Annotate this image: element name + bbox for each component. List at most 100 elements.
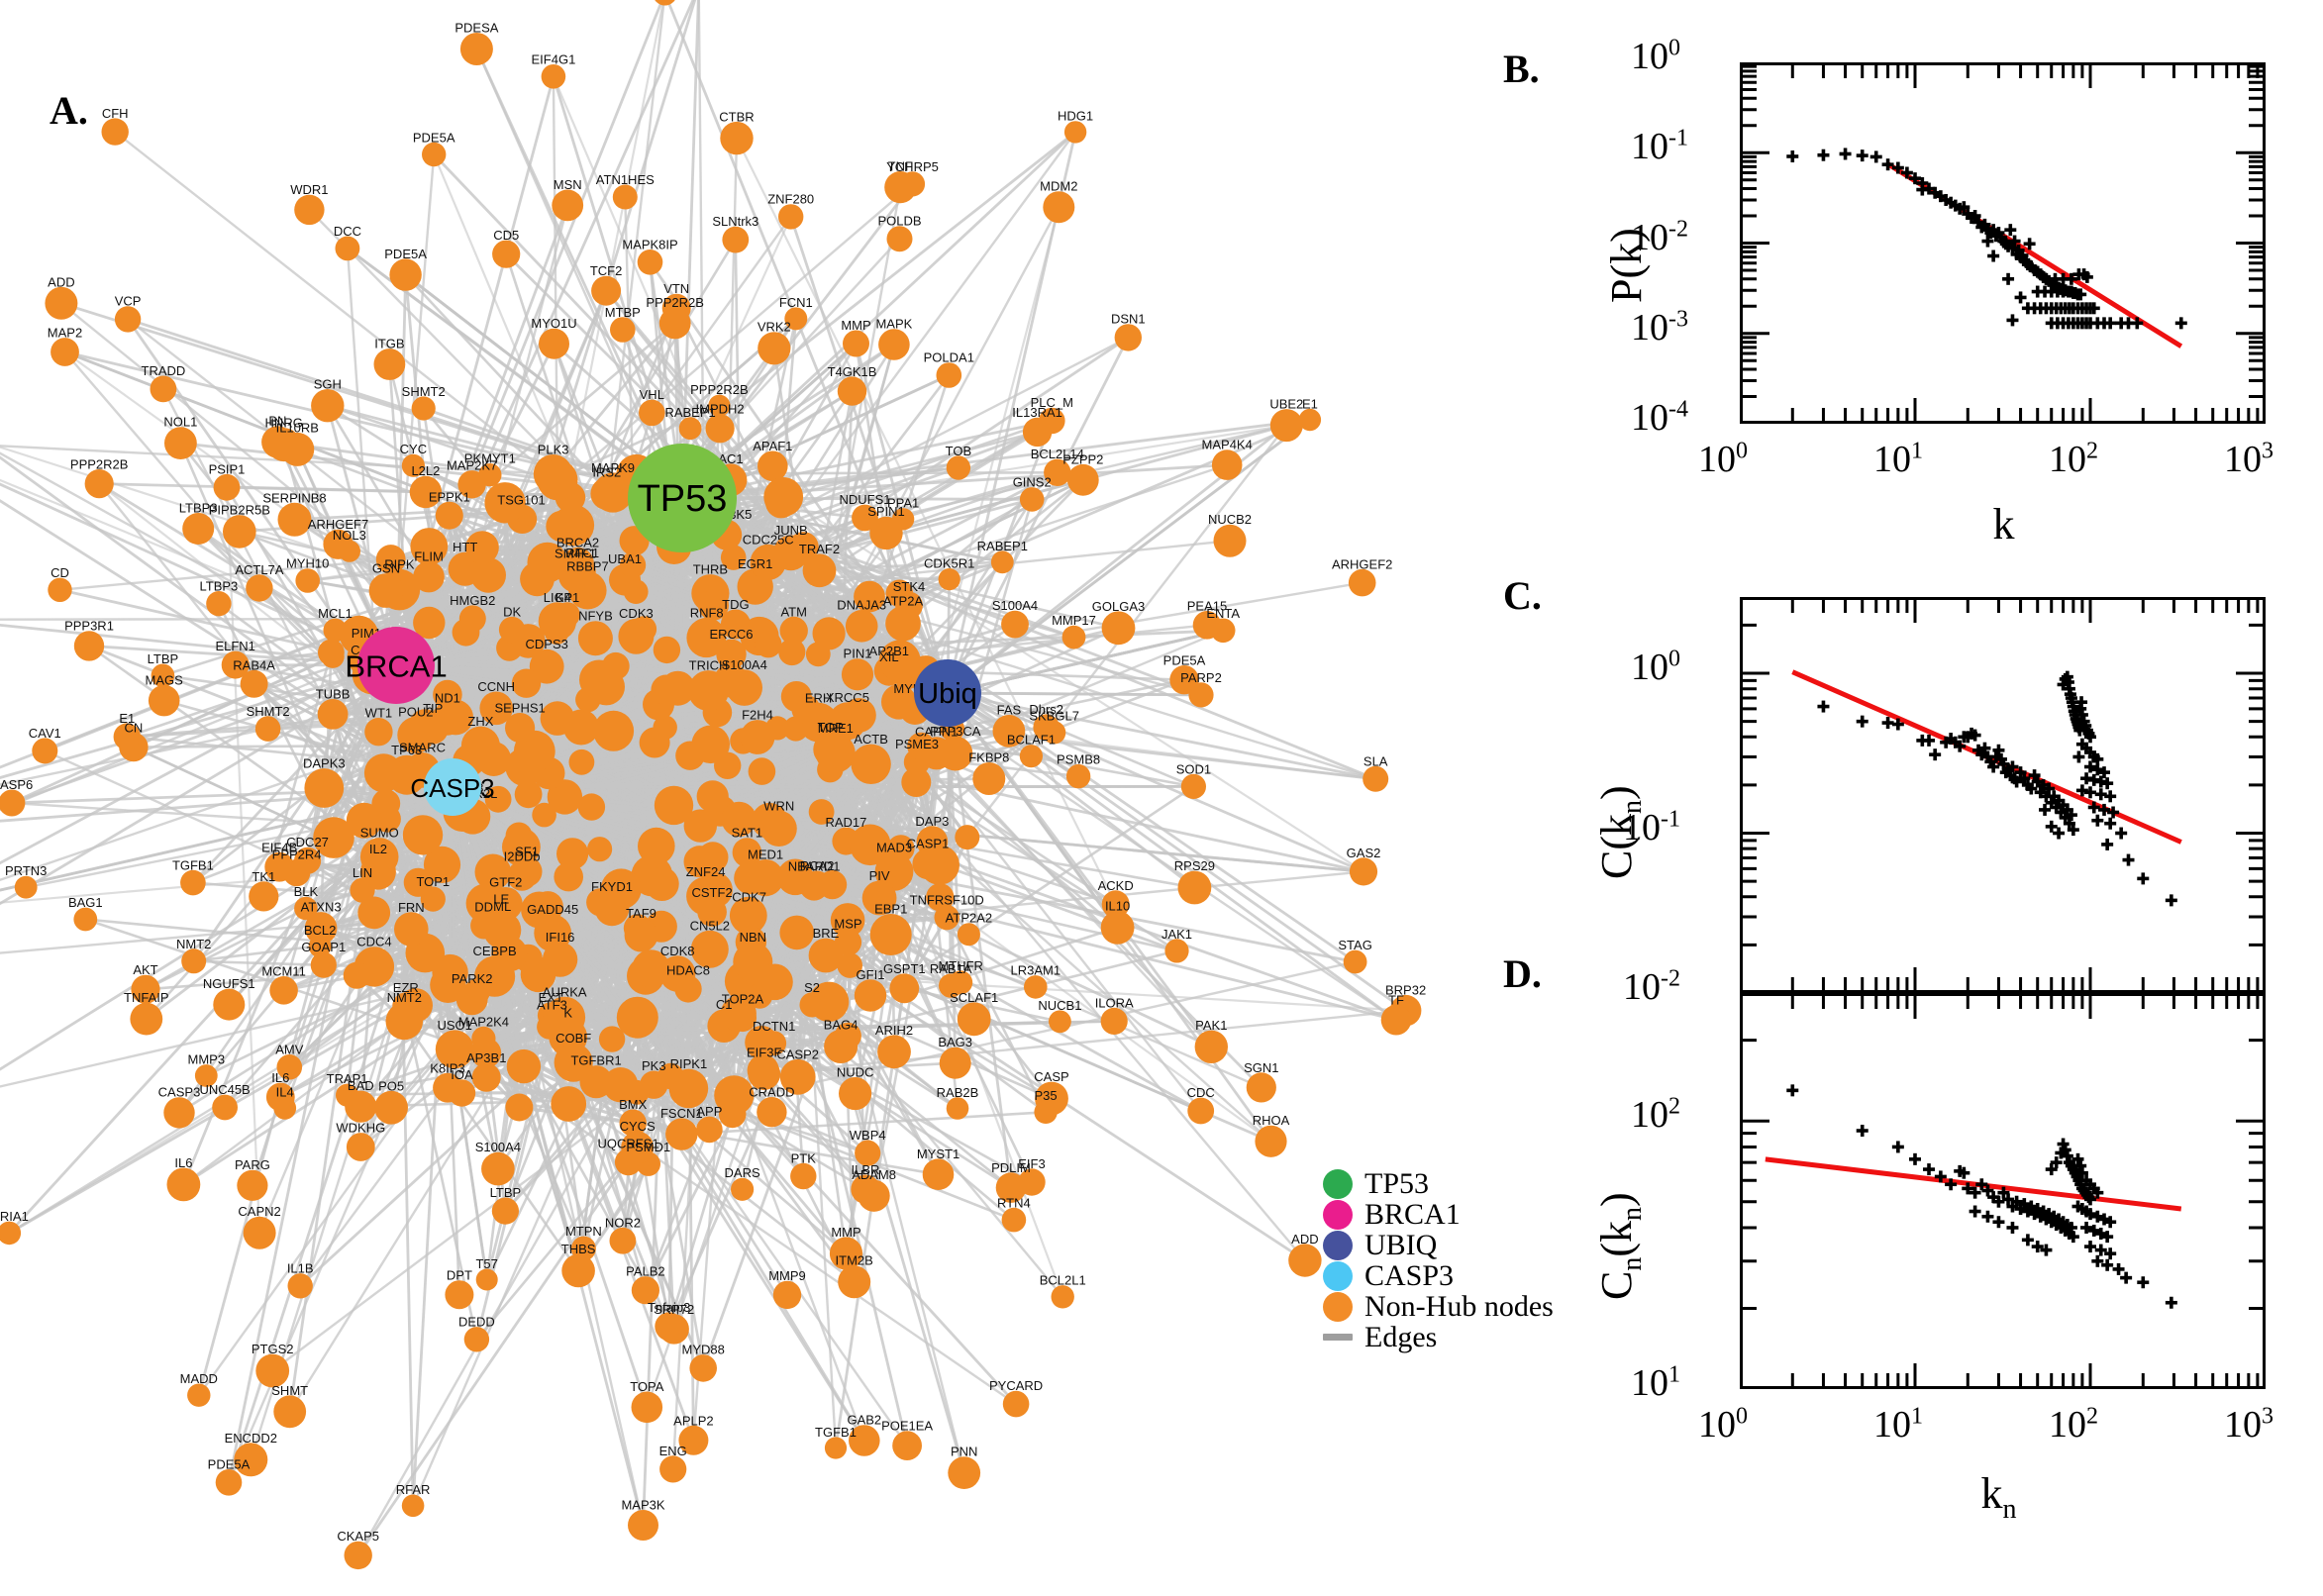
- network-node[interactable]: [364, 718, 393, 747]
- network-node[interactable]: [1269, 409, 1303, 443]
- network-node[interactable]: [287, 1273, 313, 1299]
- network-node[interactable]: [213, 988, 246, 1021]
- network-node[interactable]: [181, 948, 207, 974]
- network-node[interactable]: [802, 553, 837, 588]
- network-node[interactable]: [628, 1510, 658, 1541]
- network-node[interactable]: [877, 1035, 911, 1069]
- network-node[interactable]: [1061, 625, 1086, 649]
- network-node[interactable]: [1066, 463, 1099, 496]
- network-node[interactable]: [824, 1437, 848, 1459]
- network-node[interactable]: [481, 1151, 515, 1186]
- network-node[interactable]: [551, 1086, 587, 1122]
- hub-node-ubiq[interactable]: [914, 659, 981, 727]
- network-node[interactable]: [722, 226, 750, 253]
- network-node[interactable]: [891, 508, 915, 531]
- network-node[interactable]: [851, 744, 891, 784]
- network-node[interactable]: [527, 542, 568, 583]
- network-node[interactable]: [243, 1216, 276, 1249]
- network-node[interactable]: [14, 875, 38, 899]
- network-node[interactable]: [714, 1075, 755, 1116]
- network-node[interactable]: [273, 1096, 297, 1120]
- network-node[interactable]: [432, 953, 468, 991]
- network-node[interactable]: [934, 905, 960, 931]
- network-node[interactable]: [212, 1094, 239, 1121]
- network-node[interactable]: [223, 515, 256, 549]
- network-node[interactable]: [842, 698, 876, 733]
- network-node[interactable]: [763, 477, 804, 517]
- network-node[interactable]: [1246, 1072, 1276, 1103]
- network-node[interactable]: [433, 679, 462, 710]
- network-node[interactable]: [784, 307, 808, 331]
- network-node[interactable]: [788, 532, 819, 562]
- network-node[interactable]: [32, 738, 58, 764]
- network-node[interactable]: [310, 951, 337, 978]
- network-node[interactable]: [1255, 1125, 1287, 1157]
- network-node[interactable]: [1211, 449, 1243, 480]
- network-node[interactable]: [824, 1030, 858, 1063]
- network-node[interactable]: [720, 121, 754, 155]
- network-node[interactable]: [470, 912, 498, 940]
- network-node[interactable]: [276, 1054, 303, 1080]
- network-node[interactable]: [323, 618, 348, 643]
- network-node[interactable]: [858, 1179, 890, 1212]
- network-node[interactable]: [511, 668, 542, 698]
- network-node[interactable]: [182, 513, 215, 545]
- network-node[interactable]: [586, 888, 615, 917]
- network-node[interactable]: [957, 1002, 991, 1037]
- network-node[interactable]: [912, 848, 944, 880]
- network-node[interactable]: [591, 275, 622, 306]
- network-node[interactable]: [445, 1280, 474, 1310]
- network-node[interactable]: [757, 1097, 787, 1128]
- network-node[interactable]: [939, 1047, 971, 1079]
- network-node[interactable]: [435, 1030, 474, 1069]
- network-node[interactable]: [1194, 1030, 1229, 1064]
- network-node[interactable]: [674, 975, 702, 1003]
- network-node[interactable]: [948, 1456, 981, 1489]
- network-node[interactable]: [249, 881, 279, 912]
- network-node[interactable]: [653, 636, 681, 664]
- network-node[interactable]: [423, 846, 461, 884]
- network-node[interactable]: [714, 663, 749, 698]
- network-node[interactable]: [410, 528, 449, 565]
- hub-node-casp3[interactable]: [424, 758, 481, 816]
- network-node[interactable]: [148, 684, 180, 717]
- network-node[interactable]: [403, 867, 433, 897]
- network-node[interactable]: [221, 650, 250, 679]
- network-node[interactable]: [972, 762, 1006, 795]
- network-node[interactable]: [1039, 407, 1065, 435]
- network-node[interactable]: [540, 701, 575, 736]
- network-node[interactable]: [408, 709, 442, 743]
- network-node[interactable]: [313, 817, 354, 858]
- network-node[interactable]: [686, 618, 727, 658]
- network-node[interactable]: [949, 970, 973, 995]
- network-node[interactable]: [492, 240, 521, 268]
- network-node[interactable]: [471, 1062, 501, 1092]
- network-node[interactable]: [829, 1237, 863, 1270]
- network-node[interactable]: [899, 171, 926, 197]
- network-node[interactable]: [458, 605, 486, 633]
- network-node[interactable]: [772, 1280, 802, 1310]
- network-node[interactable]: [73, 631, 105, 661]
- network-node[interactable]: [854, 580, 885, 613]
- network-node[interactable]: [187, 1383, 211, 1407]
- network-node[interactable]: [215, 1469, 243, 1496]
- network-node[interactable]: [413, 606, 446, 640]
- network-node[interactable]: [1049, 1010, 1071, 1034]
- network-node[interactable]: [506, 1048, 542, 1084]
- network-node[interactable]: [1100, 911, 1135, 945]
- network-node[interactable]: [926, 883, 955, 912]
- network-node[interactable]: [690, 930, 729, 968]
- network-node[interactable]: [317, 699, 349, 730]
- network-node[interactable]: [790, 1162, 817, 1190]
- network-node[interactable]: [539, 328, 569, 359]
- network-node[interactable]: [714, 751, 742, 779]
- hub-node-brca1[interactable]: [357, 627, 435, 704]
- network-node[interactable]: [1380, 1004, 1412, 1036]
- network-node[interactable]: [779, 1058, 816, 1095]
- network-node[interactable]: [733, 901, 765, 935]
- network-node[interactable]: [514, 780, 543, 809]
- network-node[interactable]: [758, 332, 791, 365]
- network-node[interactable]: [889, 973, 920, 1004]
- network-node[interactable]: [194, 1064, 218, 1087]
- network-node[interactable]: [732, 838, 762, 867]
